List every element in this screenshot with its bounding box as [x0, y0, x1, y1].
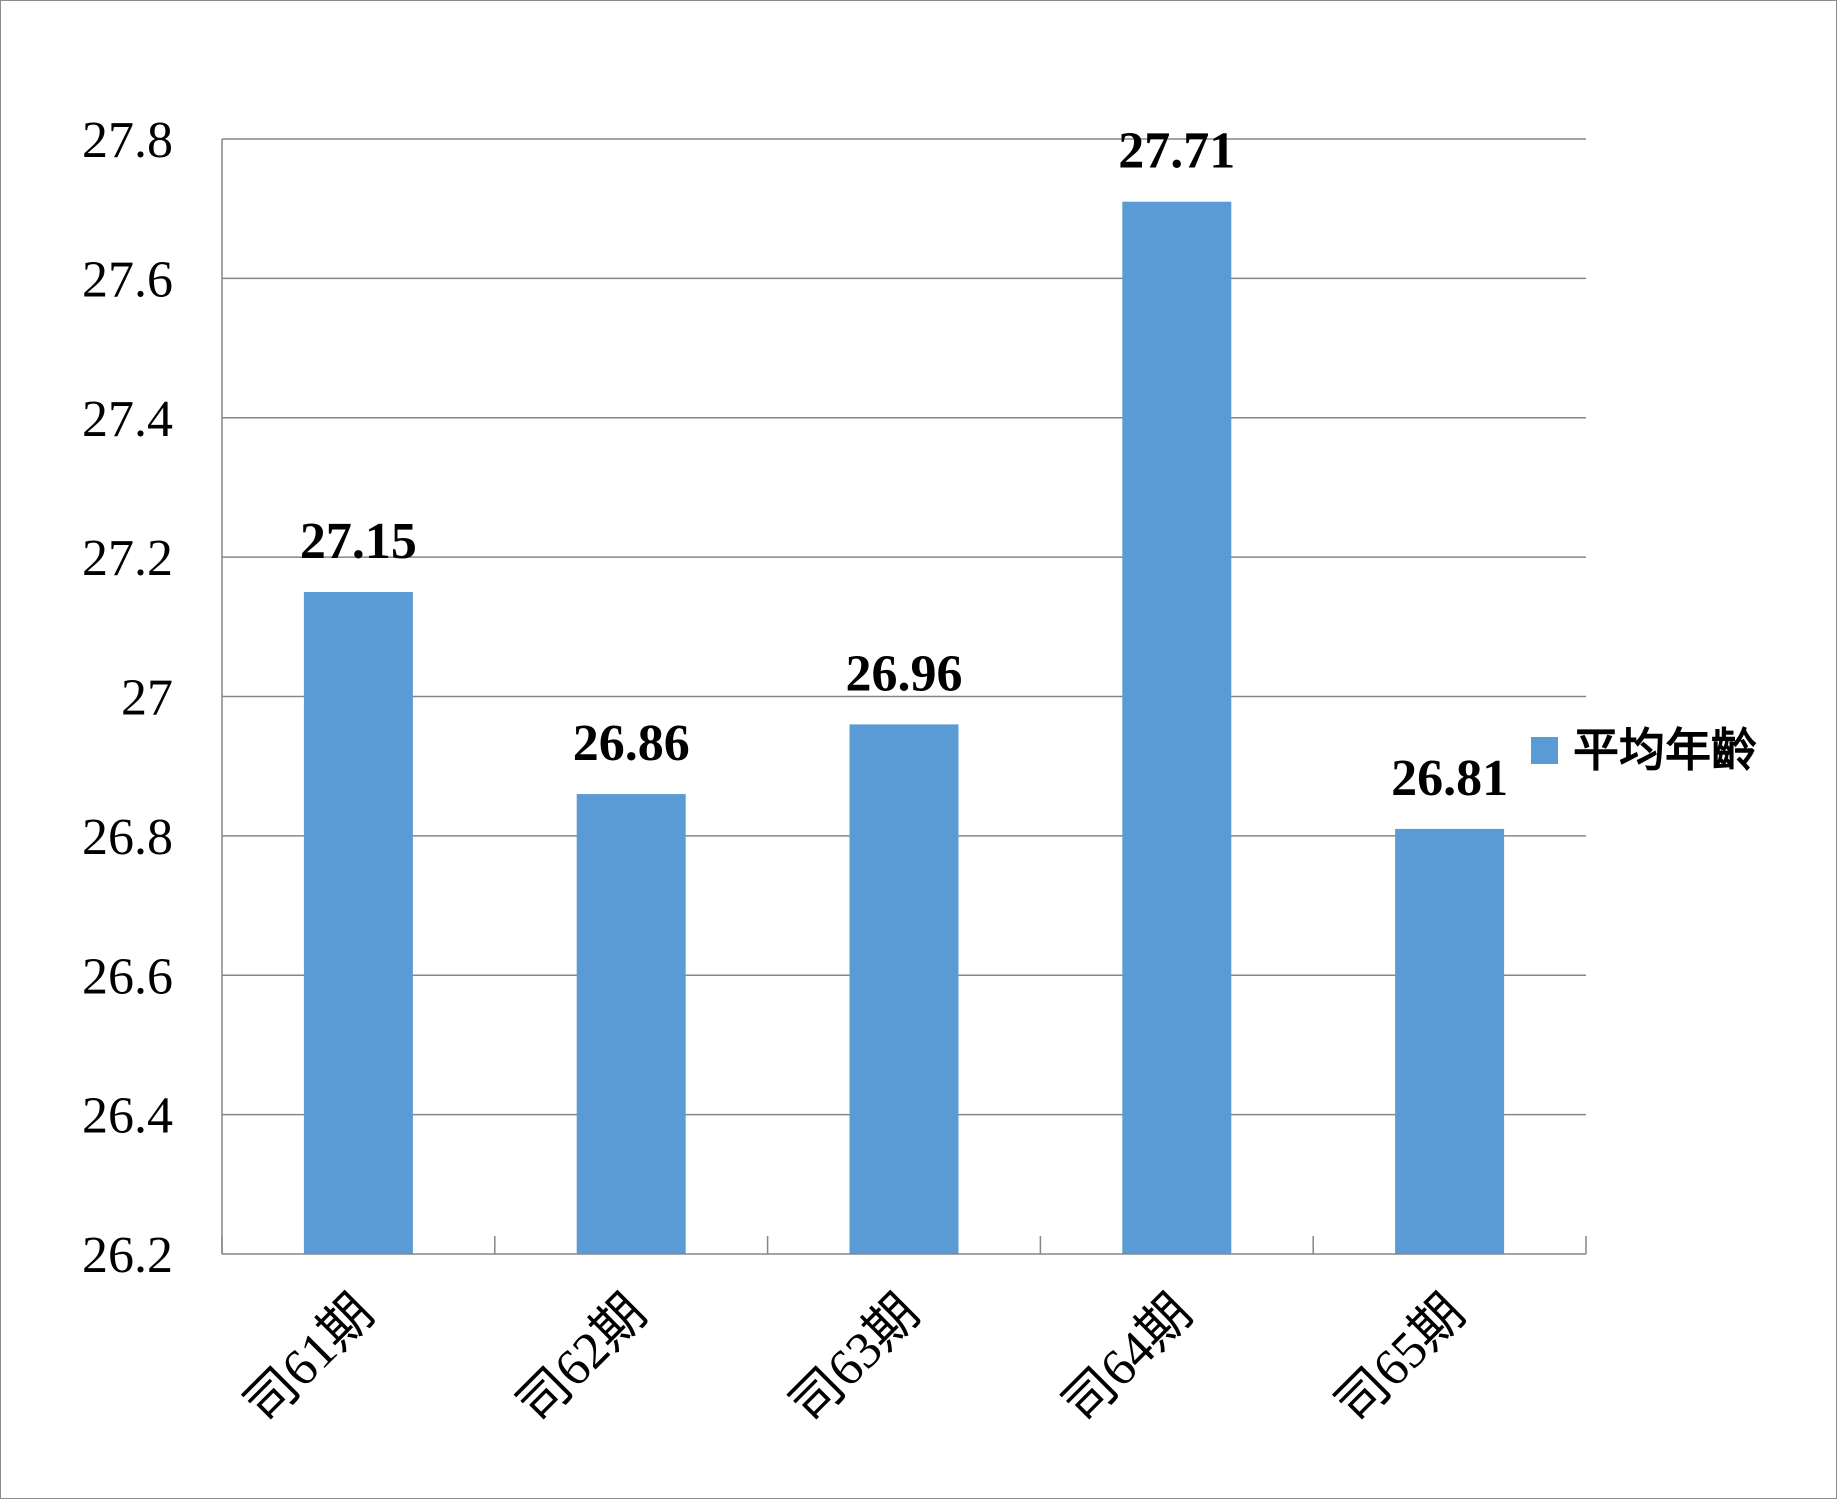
y-tick-label: 26.2 — [82, 1227, 173, 1284]
data-label: 26.86 — [573, 715, 690, 772]
bar-3 — [849, 724, 959, 1254]
x-tick-label: 司63期 — [780, 1284, 931, 1435]
y-tick-label: 26.8 — [82, 809, 173, 866]
y-tick-label: 26.4 — [82, 1088, 173, 1145]
bar-4 — [1122, 201, 1232, 1254]
y-tick-label: 27 — [121, 670, 173, 727]
data-labels: 27.15 26.86 26.96 27.71 26.81 — [300, 123, 1508, 807]
data-label: 26.96 — [846, 645, 963, 702]
x-tick-label: 司65期 — [1325, 1284, 1476, 1435]
data-label: 26.81 — [1391, 750, 1508, 807]
legend-label: 平均年齡 — [1573, 723, 1757, 777]
legend-swatch — [1531, 737, 1558, 764]
x-tick-label: 司62期 — [507, 1284, 658, 1435]
y-tick-label: 27.8 — [82, 112, 173, 169]
data-label: 27.15 — [300, 513, 417, 570]
x-tick-label: 司61期 — [234, 1284, 385, 1435]
y-tick-label: 27.4 — [82, 391, 173, 448]
bars — [303, 201, 1505, 1254]
bar-1 — [303, 591, 413, 1254]
legend: 平均年齡 — [1531, 723, 1757, 777]
bar-5 — [1395, 828, 1505, 1254]
data-label: 27.71 — [1118, 123, 1235, 180]
bar-2 — [576, 794, 686, 1254]
y-tick-label: 27.6 — [82, 251, 173, 308]
y-tick-label: 27.2 — [82, 530, 173, 587]
y-tick-label: 26.6 — [82, 948, 173, 1005]
x-tick-label: 司64期 — [1053, 1284, 1204, 1435]
